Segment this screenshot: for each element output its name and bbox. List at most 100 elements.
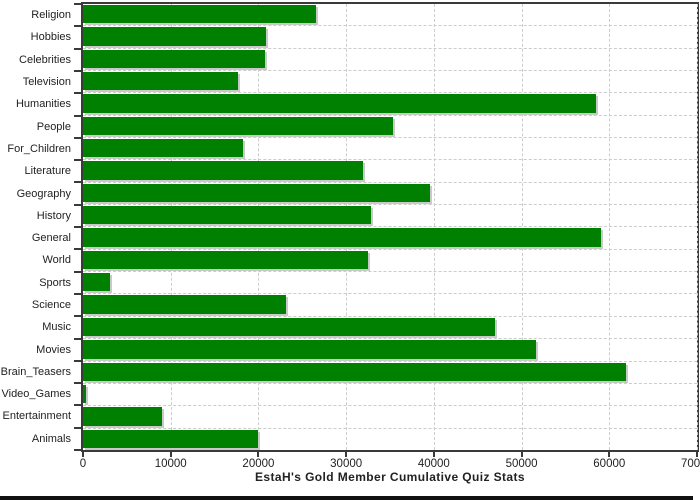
bar-religion (83, 5, 317, 24)
chart-row-history (83, 205, 697, 228)
category-label-movies: Movies (36, 343, 71, 356)
chart-row-celebrities (83, 49, 697, 72)
x-axis-tick-label-30000: 30000 (330, 458, 363, 470)
chart-row-video_games (83, 384, 697, 407)
bar-people (83, 116, 393, 136)
chart-row-general (83, 227, 697, 250)
y-axis-tick (74, 159, 82, 162)
window-bottom-edge (0, 496, 693, 500)
chart-row-entertainment (83, 406, 697, 429)
bar-world (83, 250, 369, 270)
y-axis-tick (74, 248, 82, 251)
category-label-literature: Literature (24, 165, 71, 178)
x-axis-tick-label-70000: 70000 (681, 458, 700, 470)
plot-area (81, 2, 699, 452)
chart-row-music (83, 317, 697, 340)
bar-video_games (83, 384, 87, 404)
x-axis-tick-60000 (608, 450, 611, 457)
category-axis-ticks (74, 3, 82, 451)
x-gridline-40000 (433, 4, 435, 450)
chart-row-people (83, 116, 697, 139)
y-axis-tick (74, 136, 82, 139)
category-label-history: History (36, 209, 71, 222)
category-label-video_games: Video_Games (1, 388, 71, 401)
y-axis-tick (74, 69, 82, 72)
category-label-hobbies: Hobbies (30, 31, 71, 44)
category-axis-labels: Religion Hobbies Celebrities Television Huma… (0, 4, 71, 450)
bar-rows (83, 4, 697, 450)
y-axis-tick (74, 292, 82, 295)
chart-row-hobbies (83, 26, 697, 49)
bar-celebrities (83, 49, 266, 69)
chart-row-world (83, 250, 697, 273)
y-axis-tick (74, 226, 82, 228)
x-axis-tick-30000 (345, 450, 348, 457)
y-axis-tick (74, 270, 82, 273)
x-axis-tick-40000 (432, 450, 435, 457)
category-label-music: Music (42, 321, 71, 334)
chart-row-geography (83, 183, 697, 206)
chart-row-humanities (83, 93, 697, 116)
category-label-science: Science (31, 299, 71, 311)
chart-row-religion (83, 4, 697, 27)
y-axis-tick (74, 359, 82, 362)
x-axis-tick-10000 (169, 450, 172, 457)
y-axis-tick (74, 404, 82, 407)
x-axis-tick-20000 (257, 450, 260, 457)
bar-geography (83, 183, 431, 203)
bar-history (83, 206, 371, 225)
category-label-for_children: For_Children (7, 142, 71, 155)
category-label-television: Television (22, 76, 71, 89)
category-label-world: World (42, 254, 71, 267)
chart-row-for_children (83, 138, 697, 161)
y-axis-tick (74, 3, 82, 5)
chart-row-animals (83, 429, 697, 450)
x-axis-tick-label-50000: 50000 (505, 458, 538, 470)
x-axis-tick-50000 (520, 450, 523, 457)
bar-for_children (83, 139, 243, 158)
chart-row-literature (83, 160, 697, 183)
x-axis-tick-70000 (696, 450, 698, 457)
category-label-celebrities: Celebrities (19, 53, 71, 66)
category-label-religion: Religion (31, 9, 71, 22)
value-axis-ticks (82, 450, 698, 458)
value-axis-labels: 0 10000 20000 30000 40000 50000 60000 70000 (80, 458, 700, 472)
y-axis-tick (74, 25, 82, 28)
x-gridline-10000 (170, 4, 172, 450)
chart-row-television (83, 71, 697, 94)
y-axis-tick (74, 315, 82, 318)
x-axis-tick-label-10000: 10000 (154, 458, 187, 470)
bar-sports (83, 273, 111, 292)
bar-entertainment (83, 407, 162, 426)
category-label-animals: Animals (31, 432, 71, 445)
x-axis-tick-label-40000: 40000 (417, 458, 450, 470)
category-label-entertainment: Entertainment (2, 410, 71, 423)
bar-literature (83, 161, 363, 180)
y-axis-tick (74, 92, 82, 95)
x-gridline-70000 (697, 4, 698, 450)
bar-television (83, 72, 239, 91)
category-label-brain_teasers: Brain_Teasers (0, 365, 71, 378)
chart-row-brain_teasers (83, 362, 697, 384)
y-axis-tick (74, 181, 82, 184)
bar-movies (83, 340, 536, 359)
chart-title: EstaH's Gold Member Cumulative Quiz Stat… (255, 470, 525, 484)
category-label-people: People (36, 120, 71, 133)
x-gridline-20000 (258, 4, 260, 450)
bar-humanities (83, 94, 597, 113)
bar-brain_teasers (83, 362, 626, 381)
category-label-geography: Geography (16, 187, 71, 200)
y-axis-tick (74, 114, 82, 117)
y-axis-tick (74, 426, 82, 429)
y-axis-tick (74, 449, 82, 451)
x-gridline-50000 (521, 4, 523, 450)
chart-row-sports (83, 272, 697, 295)
category-label-general: General (31, 232, 71, 245)
y-axis-tick (74, 47, 82, 50)
y-axis-tick (74, 203, 82, 206)
x-gridline-60000 (609, 4, 611, 450)
bar-animals (83, 429, 259, 448)
y-axis-tick (74, 382, 82, 385)
x-axis-tick-label-20000: 20000 (242, 458, 275, 470)
